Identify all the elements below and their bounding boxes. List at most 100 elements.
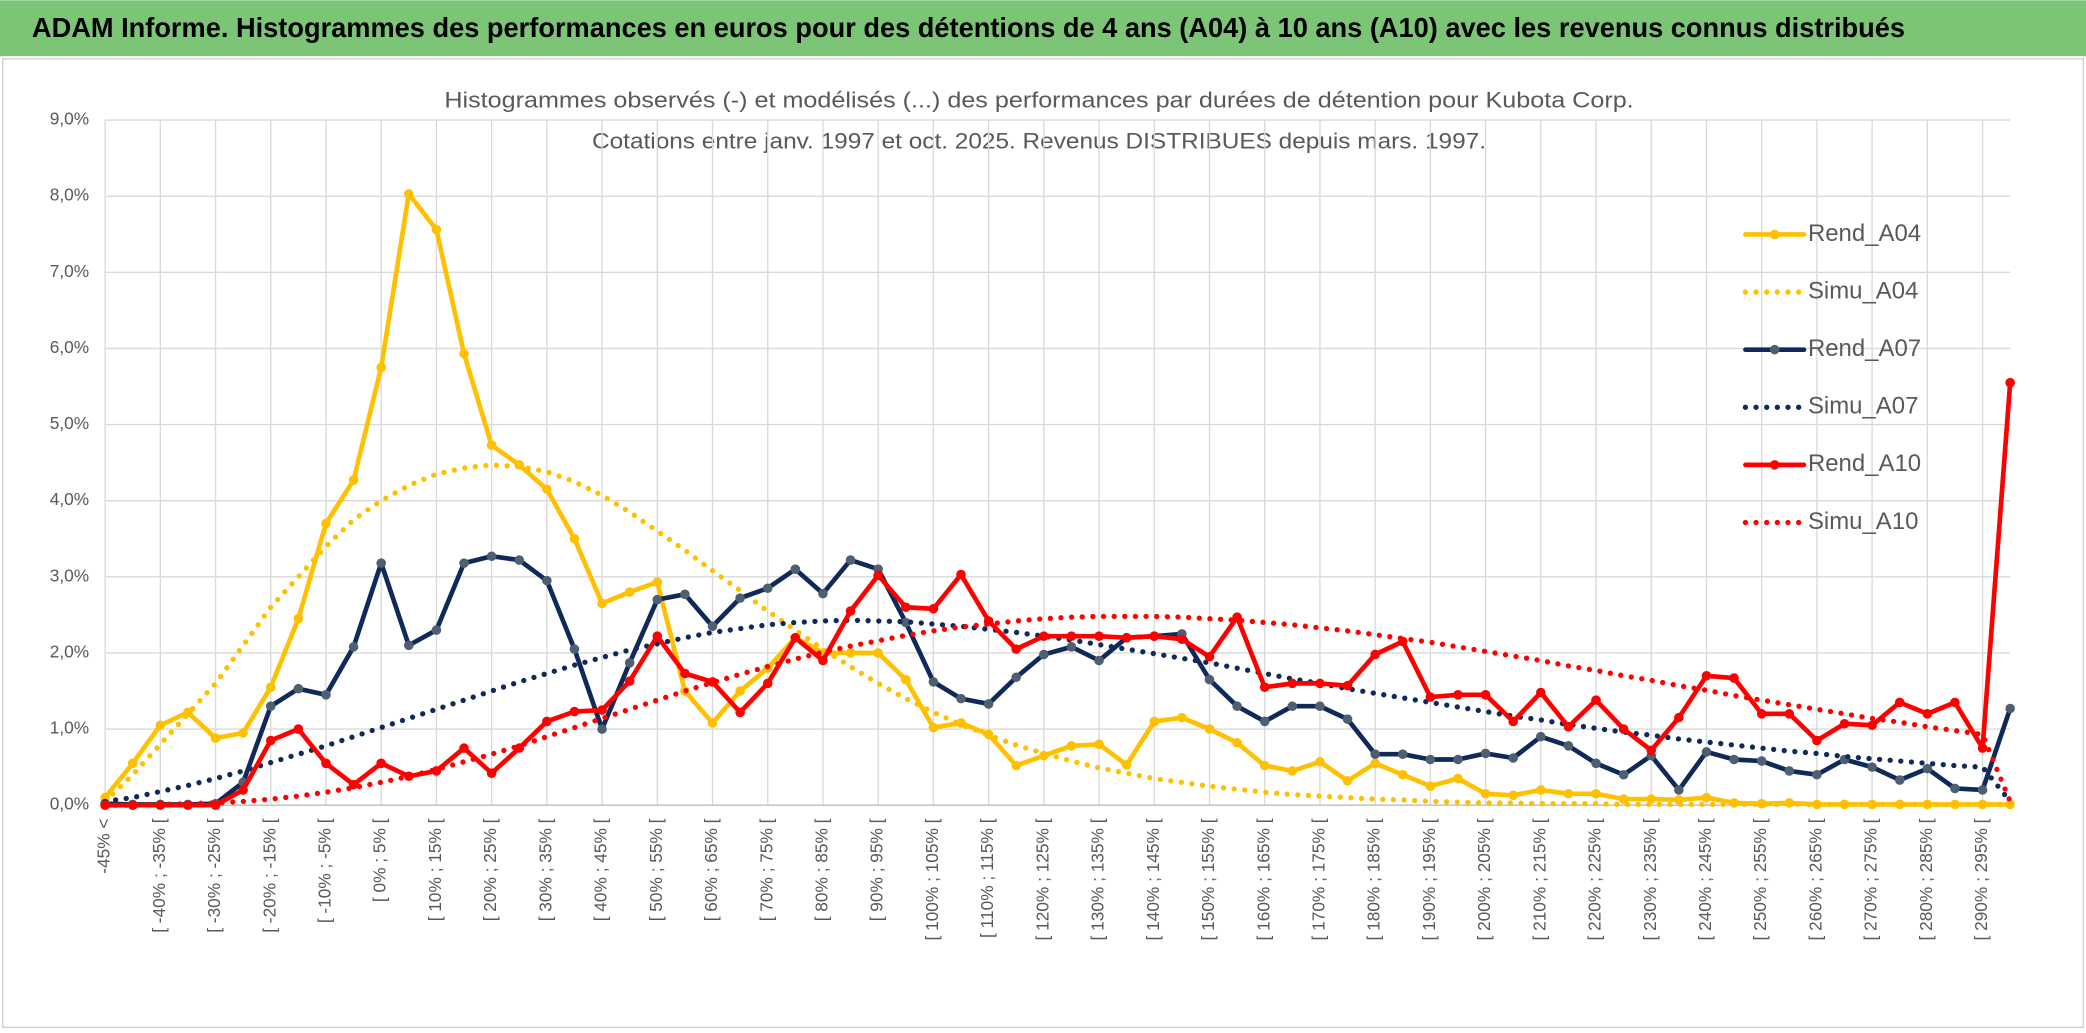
series-line bbox=[102, 462, 2013, 808]
series-marker bbox=[735, 707, 745, 718]
series-marker bbox=[1977, 743, 1988, 753]
series-marker bbox=[735, 593, 745, 603]
series-marker bbox=[1011, 644, 1022, 654]
series-marker bbox=[1342, 776, 1353, 786]
series-marker bbox=[1536, 731, 1546, 742]
plot bbox=[100, 189, 2015, 810]
series-marker bbox=[293, 683, 304, 694]
x-tick-label: [ 10% ; 15% [ bbox=[425, 818, 445, 921]
series-marker bbox=[486, 551, 497, 562]
series-marker bbox=[652, 631, 663, 641]
series-marker bbox=[1011, 672, 1022, 683]
series-marker bbox=[1039, 649, 1049, 660]
y-tick-label: 1,0% bbox=[50, 718, 89, 738]
y-tick-label: 4,0% bbox=[50, 489, 89, 509]
series-marker bbox=[652, 577, 663, 587]
series-marker bbox=[542, 716, 552, 727]
series-marker bbox=[1453, 690, 1463, 700]
series-marker bbox=[404, 189, 414, 199]
series-marker bbox=[1259, 682, 1270, 692]
series-marker bbox=[1618, 769, 1629, 780]
series-marker bbox=[1867, 720, 1877, 731]
series-marker bbox=[1839, 718, 1850, 729]
series-marker bbox=[1563, 721, 1574, 732]
x-tick-label: [ 190% ; 195% [ bbox=[1419, 818, 1439, 940]
series-marker bbox=[1425, 754, 1436, 765]
series-marker bbox=[1784, 709, 1795, 719]
x-tick-label: [ 230% ; 235% [ bbox=[1640, 818, 1660, 940]
series-marker bbox=[1287, 701, 1298, 712]
series-marker bbox=[900, 674, 911, 685]
series-marker bbox=[1094, 739, 1104, 750]
series-marker bbox=[1177, 712, 1187, 723]
series-marker bbox=[900, 602, 911, 613]
series-marker bbox=[1204, 651, 1215, 662]
x-tick-label: [ 280% ; 285% [ bbox=[1916, 818, 1936, 940]
series-marker bbox=[1977, 799, 1988, 810]
chart-frame bbox=[1, 58, 2085, 1029]
series-marker bbox=[1894, 799, 1905, 810]
series-marker bbox=[210, 733, 221, 743]
series-marker bbox=[1894, 775, 1905, 785]
series-marker bbox=[1950, 783, 1960, 794]
series-marker bbox=[1066, 741, 1077, 751]
series-marker bbox=[1784, 766, 1795, 776]
series-marker bbox=[1729, 673, 1739, 683]
series-marker bbox=[1342, 714, 1353, 724]
x-tick-label: [ 20% ; 25% [ bbox=[480, 818, 500, 921]
series-marker bbox=[707, 621, 718, 632]
x-tick-label: [ 100% ; 105% [ bbox=[922, 818, 942, 940]
series-marker bbox=[1618, 794, 1629, 804]
series-marker bbox=[1315, 678, 1325, 689]
x-tick-label: [ 250% ; 255% [ bbox=[1750, 818, 1770, 940]
series-marker bbox=[542, 575, 552, 586]
series-marker bbox=[1922, 709, 1933, 719]
series-marker bbox=[1259, 716, 1270, 727]
legend-marker bbox=[1769, 460, 1780, 470]
series-line bbox=[102, 191, 2013, 807]
series-marker bbox=[707, 718, 718, 728]
x-tick-label: [ 60% ; 65% [ bbox=[701, 818, 721, 921]
series-marker bbox=[2005, 703, 2015, 714]
series-marker bbox=[127, 758, 138, 769]
series-marker bbox=[680, 589, 690, 600]
series-marker bbox=[1149, 631, 1160, 641]
series-marker bbox=[1563, 741, 1574, 751]
series-marker bbox=[624, 658, 635, 668]
x-tick-label: [ 150% ; 155% [ bbox=[1198, 818, 1218, 940]
series-marker bbox=[1066, 631, 1077, 641]
series-marker bbox=[1922, 763, 1933, 774]
series-marker bbox=[1591, 788, 1601, 799]
series-marker bbox=[1591, 758, 1601, 769]
y-tick-label: 9,0% bbox=[50, 109, 89, 129]
series-marker bbox=[956, 569, 966, 580]
series-marker bbox=[1894, 697, 1905, 708]
series-marker bbox=[1536, 785, 1546, 795]
series-marker bbox=[624, 587, 635, 597]
series-marker bbox=[376, 362, 386, 373]
series-marker bbox=[514, 743, 525, 753]
y-tick-label: 8,0% bbox=[50, 185, 89, 205]
x-tick-label: [ 170% ; 175% [ bbox=[1308, 818, 1328, 940]
chart-subtitle: Cotations entre janv. 1997 et oct. 2025.… bbox=[592, 129, 1486, 154]
series-marker bbox=[431, 625, 442, 635]
x-tick-label: [ 200% ; 205% [ bbox=[1474, 818, 1494, 940]
series-marker bbox=[569, 533, 580, 544]
x-tick-label: -45% < bbox=[94, 818, 114, 873]
series-marker bbox=[431, 766, 442, 776]
series-marker bbox=[1618, 724, 1629, 734]
legend-label: Rend_A10 bbox=[1808, 450, 1921, 477]
x-tick-label: [ 290% ; 295% [ bbox=[1971, 818, 1991, 940]
grid: 0,0% 1,0% 2,0% 3,0% 4,0% 5,0% 6,0% 7,0% 8,0% 9,0%… bbox=[50, 109, 2011, 941]
series-marker bbox=[1370, 649, 1380, 660]
legend-marker bbox=[1769, 344, 1780, 355]
x-tick-label: [ 180% ; 185% [ bbox=[1364, 818, 1384, 940]
series-marker bbox=[1756, 709, 1767, 719]
series-marker bbox=[1066, 642, 1077, 652]
series-marker bbox=[928, 722, 939, 733]
series-marker bbox=[1867, 762, 1877, 772]
series-marker bbox=[624, 676, 635, 686]
series-marker bbox=[376, 758, 386, 769]
